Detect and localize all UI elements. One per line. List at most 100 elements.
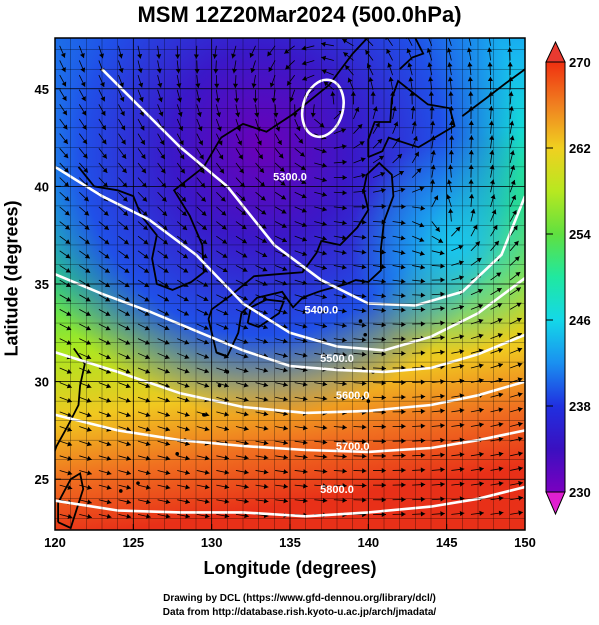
streamline-arrow	[281, 209, 287, 214]
streamline-arrow	[80, 67, 86, 73]
streamline-arrow	[263, 454, 269, 460]
streamline-arrow	[387, 62, 393, 68]
streamline-arrow	[295, 126, 301, 131]
streamline-arrow	[99, 53, 104, 59]
streamline-arrow	[215, 112, 221, 117]
streamline-arrow	[479, 422, 484, 428]
streamline-arrow	[65, 253, 71, 259]
streamline-arrow	[514, 256, 520, 262]
streamline-arrow	[347, 77, 353, 83]
streamline-arrow	[381, 249, 386, 255]
streamline-arrow	[64, 196, 70, 202]
contour-label: 5300.0	[273, 172, 307, 184]
streamline-arrow	[342, 483, 347, 489]
streamline-arrow	[362, 468, 367, 474]
streamline-arrow	[221, 224, 227, 230]
y-tick-label: 35	[35, 277, 49, 292]
streamline-arrow	[142, 225, 148, 231]
streamline-arrow	[161, 196, 167, 202]
streamline-arrow	[459, 334, 465, 340]
streamline-arrow	[420, 423, 426, 429]
streamline-arrow	[185, 513, 190, 519]
streamline-arrow	[440, 263, 445, 269]
streamline-arrow	[222, 253, 228, 258]
streamline-arrow	[381, 307, 386, 313]
streamline-arrow	[517, 377, 523, 383]
streamline-arrow	[156, 68, 162, 74]
streamline-arrow	[498, 495, 504, 501]
streamline-arrow	[498, 481, 504, 487]
streamline-arrow	[440, 511, 445, 517]
streamline-arrow	[126, 513, 132, 519]
streamline-arrow	[124, 311, 130, 316]
streamline-arrow	[322, 265, 327, 271]
streamline-arrow	[381, 293, 386, 299]
streamline-arrow	[214, 83, 220, 89]
streamline-arrow	[401, 336, 406, 342]
streamline-arrow	[222, 239, 227, 244]
streamline-arrow	[322, 323, 328, 329]
streamline-arrow	[203, 354, 209, 359]
streamline-arrow	[401, 307, 406, 313]
streamline-arrow	[243, 353, 249, 359]
streamline-arrow	[282, 352, 288, 358]
streamline-arrow	[283, 425, 288, 431]
streamline-arrow	[184, 411, 190, 417]
streamline-arrow	[118, 53, 124, 59]
streamline-arrow	[61, 81, 67, 87]
streamline-arrow	[60, 52, 66, 58]
streamline-arrow	[165, 499, 171, 505]
streamline-arrow	[224, 469, 230, 475]
streamline-arrow	[283, 454, 288, 460]
streamline-arrow	[143, 239, 149, 245]
streamline-arrow	[361, 219, 367, 225]
streamline-arrow	[489, 164, 495, 170]
streamline-arrow	[322, 177, 327, 183]
x-tick-label: 120	[44, 535, 66, 550]
streamline-arrow	[244, 484, 249, 490]
streamline-arrow	[243, 324, 249, 330]
streamline-arrow	[378, 155, 384, 161]
streamline-arrow	[322, 468, 328, 474]
streamline-arrow	[184, 383, 190, 388]
streamline-arrow	[440, 393, 445, 399]
streamline-arrow	[67, 484, 73, 490]
streamline-arrow	[224, 498, 230, 504]
streamline-arrow	[455, 226, 461, 232]
streamline-arrow	[370, 91, 376, 96]
streamline-arrow	[439, 250, 445, 256]
streamline-arrow	[217, 140, 223, 146]
streamline-arrow	[468, 149, 474, 155]
streamline-arrow	[400, 235, 406, 241]
streamline-arrow	[440, 335, 445, 341]
streamline-arrow	[341, 293, 347, 299]
streamline-arrow	[125, 412, 131, 418]
streamline-arrow	[242, 267, 248, 272]
streamline-arrow	[125, 397, 131, 403]
streamline-arrow	[262, 324, 268, 330]
streamline-arrow	[242, 252, 248, 258]
streamline-arrow	[137, 53, 143, 59]
streamline-arrow	[393, 121, 399, 127]
streamline-arrow	[277, 139, 282, 145]
streamline-arrow	[120, 110, 125, 116]
streamline-arrow	[165, 470, 171, 476]
streamline-arrow	[508, 91, 514, 96]
x-tick-label: 130	[201, 535, 223, 550]
streamline-arrow	[342, 468, 347, 474]
streamline-arrow	[360, 157, 366, 163]
streamline-arrow	[449, 135, 455, 140]
streamline-arrow	[507, 62, 513, 67]
streamline-arrow	[322, 162, 327, 168]
streamline-arrow	[459, 349, 465, 355]
streamline-arrow	[377, 138, 383, 144]
streamline-arrow	[263, 498, 269, 504]
streamline-arrow	[165, 484, 171, 490]
streamline-arrow	[283, 381, 288, 388]
streamline-arrow	[106, 513, 112, 519]
streamline-arrow	[513, 240, 519, 246]
streamline-arrow	[302, 396, 308, 402]
streamline-arrow	[342, 424, 347, 430]
streamline-arrow	[65, 296, 71, 302]
streamline-arrow	[164, 368, 170, 374]
